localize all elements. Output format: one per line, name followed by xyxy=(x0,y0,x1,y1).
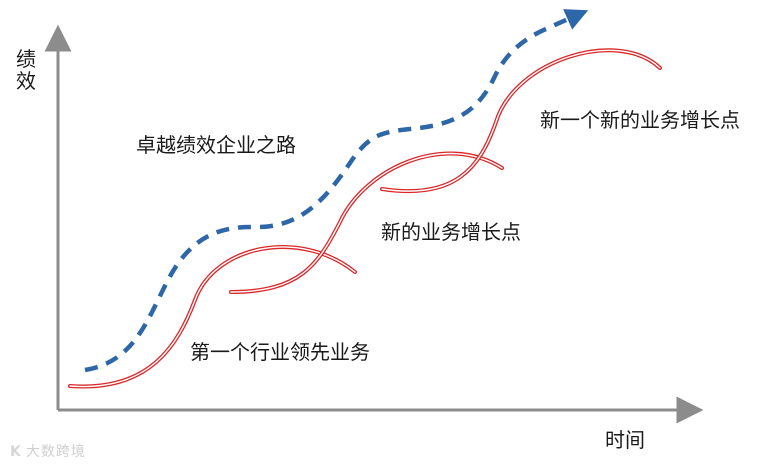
watermark-logo-icon: K xyxy=(10,444,22,460)
growth-curve-1 xyxy=(68,245,357,389)
growth-curve-2 xyxy=(229,151,504,294)
x-axis-label: 时间 xyxy=(605,428,645,452)
curve-1-label: 第一个行业领先业务 xyxy=(190,340,370,364)
watermark: K 大数跨境 xyxy=(10,441,86,461)
y-axis-label: 绩效 xyxy=(16,47,36,93)
curve-2-label: 新的业务增长点 xyxy=(381,220,521,244)
excellence-path-label: 卓越绩效企业之路 xyxy=(136,133,296,157)
curve-3-label: 新一个新的业务增长点 xyxy=(540,108,740,132)
excellence-path-dashed xyxy=(84,9,589,373)
watermark-text: 大数跨境 xyxy=(25,444,86,460)
growth-curve-3 xyxy=(380,48,662,194)
